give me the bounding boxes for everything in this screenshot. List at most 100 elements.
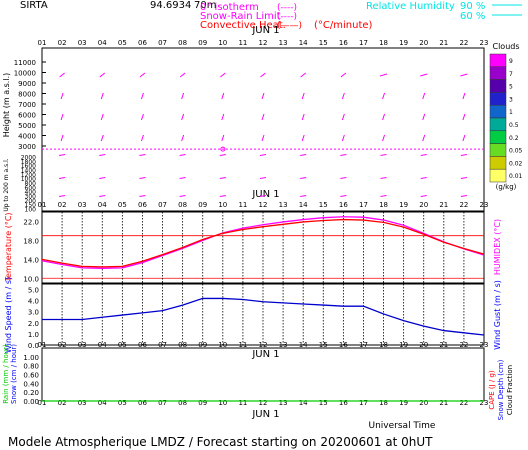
clouds-scale-swatch: [489, 92, 507, 106]
wind-tick-label: 3.0: [28, 309, 39, 317]
hour-tick-label: 09: [198, 39, 207, 47]
height-tick-label: 400: [25, 189, 37, 196]
height-axis-label: Height (m a.s.l.): [2, 73, 11, 138]
wind-barb: [139, 154, 146, 156]
hour-tick-label: 22: [459, 399, 468, 407]
height-tick-label: 1600: [21, 163, 36, 170]
wind-barb: [341, 113, 345, 121]
legend-snowrain-style: (----): [277, 12, 297, 22]
height-tick-label: 1400: [21, 168, 36, 175]
cloud-fraction-axis-label: Cloud Fraction: [506, 365, 514, 415]
legend-isotherm-style: (----): [277, 3, 297, 13]
legend-snowrain: Snow-Rain Limit: [200, 11, 281, 22]
hour-tick-label: 04: [98, 39, 107, 47]
clouds-scale-label: 0.01: [509, 173, 523, 180]
clouds-scale-swatch: [489, 156, 507, 170]
hour-tick-label: 06: [138, 39, 147, 47]
legend-convective-style: (——): [277, 21, 302, 31]
hour-tick-label: 04: [98, 201, 107, 209]
hour-tick-label: 12: [259, 201, 268, 209]
wind-barb: [340, 72, 347, 78]
height-tick-label: 6000: [18, 112, 36, 120]
upper-air-frame: [41, 47, 485, 212]
wind-barb: [59, 195, 66, 197]
hour-tick-label: 10: [218, 201, 227, 209]
height-tick-label: 2000: [21, 155, 36, 162]
wind-barb: [221, 113, 225, 121]
hour-tick-label: 05: [118, 399, 127, 407]
precip-tick-label: 0.40: [23, 380, 39, 388]
hour-tick-label: 17: [359, 201, 368, 209]
hour-tick-label: 18: [379, 201, 388, 209]
hour-tick-label: 07: [158, 201, 167, 209]
wind-barb: [181, 92, 185, 100]
temperature-tick-label: 10.0: [23, 275, 39, 283]
precip-tick-label: 1.00: [23, 354, 39, 362]
coords-label: 94.6934: [150, 0, 191, 11]
wind-barb: [300, 72, 306, 78]
hour-tick-label: 04: [98, 399, 107, 407]
wind-barb: [261, 134, 265, 142]
hour-tick-label: 14: [299, 399, 308, 407]
wind-barb: [420, 177, 427, 179]
wind-barb: [181, 113, 185, 121]
wind-barb: [380, 177, 387, 179]
hour-tick-label: 08: [178, 399, 187, 407]
clouds-scale-label: 3: [509, 96, 513, 103]
precip-tick-label: 0.00: [23, 398, 39, 406]
wind-barb: [422, 92, 426, 100]
clouds-scale-label: 5: [509, 84, 513, 91]
hour-tick-label: 15: [319, 399, 328, 407]
hour-tick-label: 15: [319, 39, 328, 47]
hour-tick-label: 10: [218, 39, 227, 47]
wind-tick-label: 0.0: [28, 342, 39, 350]
wind-barb: [300, 177, 307, 179]
wind-barb: [300, 154, 307, 156]
rh-90-label: 90 %: [460, 1, 485, 12]
hour-tick-label: 02: [58, 39, 67, 47]
wind-barb: [380, 154, 387, 156]
hour-tick-label: 03: [78, 39, 87, 47]
temperature-axis-label: Temperature (°C): [4, 212, 13, 282]
coords-suffix: 70m: [194, 0, 216, 11]
clouds-scale-label: 0.02: [509, 160, 523, 167]
hour-tick-label: 17: [359, 39, 368, 47]
wind-barb: [301, 113, 305, 121]
wind-barb: [261, 92, 265, 100]
hour-tick-label: 14: [299, 201, 308, 209]
height-tick-label: 4000: [18, 133, 36, 141]
height-tick-label: 10000: [14, 70, 36, 78]
height-tick-label: 1800: [21, 159, 36, 166]
hour-tick-label: 16: [339, 399, 348, 407]
hour-tick-label: 11: [238, 39, 247, 47]
wind-barb: [460, 195, 467, 197]
wind-tick-label: 4.0: [28, 298, 39, 306]
temperature-line: [41, 218, 485, 268]
wind-barb: [260, 72, 266, 78]
wind-barb: [99, 195, 106, 197]
hour-tick-label: 18: [379, 399, 388, 407]
wind-barb: [462, 113, 466, 121]
wind-barb: [422, 113, 426, 121]
height-tick-label: 1000: [21, 176, 36, 183]
wind-barb: [179, 177, 186, 179]
legend-convective: Convective Heat.: [200, 20, 286, 31]
wind-speed-axis-label: Wind Speed (m / s): [4, 277, 13, 353]
wind-barb: [60, 134, 64, 142]
wind-barb: [340, 177, 347, 179]
hour-tick-label: 21: [439, 201, 448, 209]
footer-title: Modele Atmospherique LMDZ / Forecast sta…: [8, 435, 433, 449]
temperature-tick-label: 14.0: [23, 256, 39, 264]
hour-tick-label: 22: [459, 201, 468, 209]
hour-tick-label: 06: [138, 399, 147, 407]
wind-tick-label: 2.0: [28, 320, 39, 328]
wind-barb: [60, 92, 64, 100]
hour-tick-label: 19: [399, 201, 408, 209]
height-tick-label: 3000: [18, 143, 36, 151]
height-tick-label: 300: [25, 194, 37, 201]
wind-barb: [462, 92, 466, 100]
wind-barb: [422, 134, 426, 142]
wind-barb: [179, 195, 186, 197]
wind-barb: [139, 72, 146, 78]
isotherm-marker: [220, 146, 226, 152]
